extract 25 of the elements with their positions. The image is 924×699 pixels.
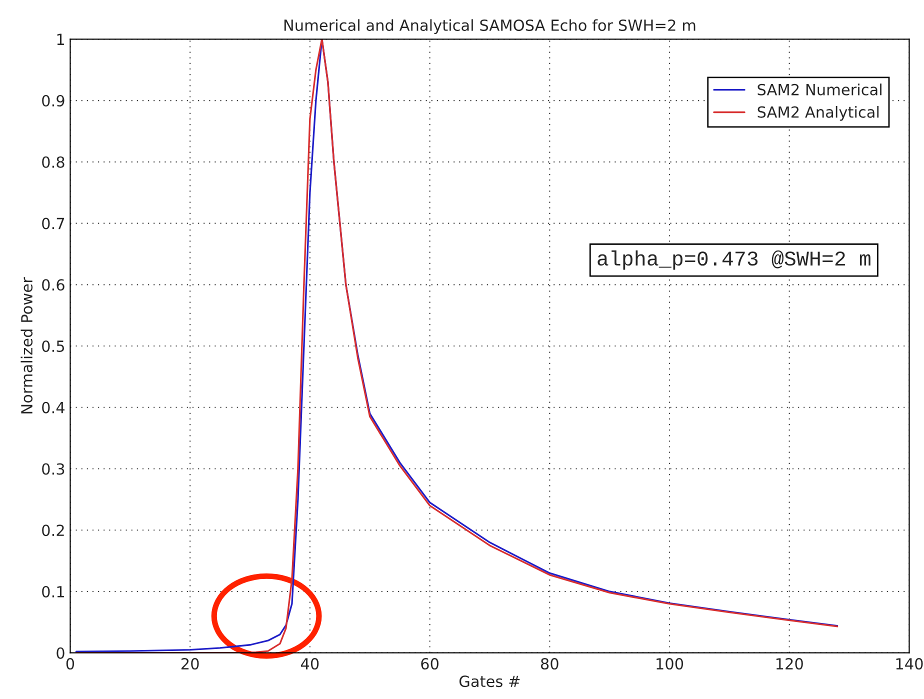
x-tick-label: 20 [181, 658, 199, 670]
y-tick-label: 0.4 [42, 402, 65, 414]
x-tick-label: 140 [896, 658, 923, 670]
y-tick-label: 0.5 [42, 340, 64, 352]
x-tick-label: 120 [776, 658, 803, 670]
y-tick-label: 0.2 [42, 524, 64, 536]
x-tick-label: 100 [656, 658, 684, 670]
y-tick-label: 0 [56, 647, 64, 659]
y-tick-label: 0.3 [42, 463, 64, 475]
y-tick-label: 0.9 [42, 94, 64, 107]
x-tick-label: 0 [66, 658, 74, 670]
y-tick-label: 1 [57, 34, 64, 45]
legend-label: SAM2 Numerical [758, 84, 882, 96]
y-tick-label: 0.7 [42, 218, 64, 230]
y-tick-label: 0.6 [42, 279, 64, 291]
y-tick-label: 0.1 [42, 586, 64, 598]
y-axis-title: Normalized Power [20, 277, 33, 414]
y-tick-label: 0.8 [42, 156, 64, 168]
x-axis-title: Gates # [459, 676, 520, 688]
x-tick-label: 60 [421, 658, 438, 670]
annotation: alpha_p=0.473 @SWH=2 m [598, 250, 870, 270]
chart-title: Numerical and Analytical SAMOSA Echo for SWH=2 m [284, 19, 696, 34]
x-tick-label: 80 [540, 658, 558, 670]
legend-label: SAM2 Analytical [758, 106, 879, 121]
x-tick-label: 40 [300, 658, 319, 670]
